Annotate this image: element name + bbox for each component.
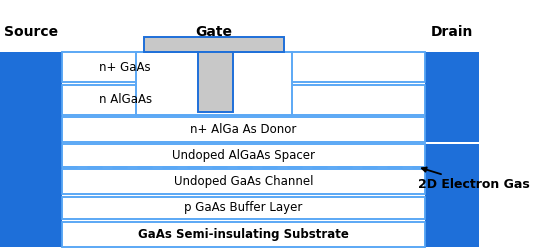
Bar [0, 52, 62, 247]
Bar [62, 117, 425, 142]
Bar [62, 85, 425, 115]
Bar [198, 52, 233, 112]
Bar [62, 222, 425, 247]
Bar [136, 52, 292, 115]
Bar [62, 144, 425, 167]
Text: n AlGaAs: n AlGaAs [99, 93, 152, 106]
Bar [62, 169, 425, 194]
Text: Undoped AlGaAs Spacer: Undoped AlGaAs Spacer [172, 149, 315, 162]
Text: Gate: Gate [195, 25, 233, 39]
Text: n+ GaAs: n+ GaAs [99, 61, 150, 74]
Text: n AlGaAs: n AlGaAs [217, 93, 270, 106]
Text: Source: Source [4, 25, 58, 39]
Bar [62, 197, 425, 219]
Text: n+ GaAs: n+ GaAs [218, 61, 269, 74]
Bar [62, 117, 425, 142]
Bar [144, 37, 284, 52]
Text: 2D Electron Gas: 2D Electron Gas [418, 167, 530, 191]
Text: Undoped GaAs Channel: Undoped GaAs Channel [174, 175, 313, 188]
Text: GaAs Semi-insulating Substrate: GaAs Semi-insulating Substrate [138, 228, 349, 241]
Bar [62, 52, 425, 82]
Text: Drain: Drain [431, 25, 473, 39]
Bar [62, 52, 425, 82]
Text: n+ AlGa As Donor: n+ AlGa As Donor [190, 123, 296, 136]
Text: p GaAs Buffer Layer: p GaAs Buffer Layer [184, 201, 303, 214]
Bar [62, 144, 425, 167]
Bar [62, 197, 425, 219]
Bar [62, 169, 425, 194]
Bar [425, 144, 479, 247]
Bar [62, 85, 425, 115]
Bar [62, 222, 425, 247]
Bar [425, 52, 479, 142]
